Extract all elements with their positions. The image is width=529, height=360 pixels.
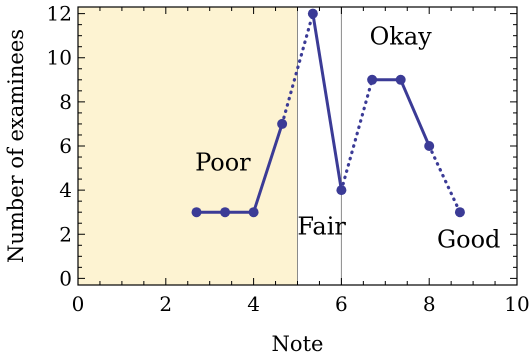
series-segment-8 [427,144,462,214]
x-tick-label-1: 2 [159,292,172,316]
data-point-7 [395,74,406,85]
data-point-5 [336,185,347,196]
data-point-0 [191,207,202,218]
data-point-1 [220,207,231,218]
data-point-8 [424,141,435,151]
y-tick-label-5: 10 [47,46,72,70]
y-axis-label: Number of examinees [4,29,28,263]
series-segment-7 [399,78,431,148]
data-point-3 [277,118,288,129]
series-segment-2 [252,122,284,214]
y-tick-label-4: 8 [59,90,72,114]
data-point-4 [307,8,318,19]
x-tick-label-5: 10 [504,292,529,316]
plot-area: 0 2 4 6 8 10 0 2 4 6 8 10 12 Poor Fair Okay Good [47,2,529,316]
x-tick-label-2: 4 [247,292,260,316]
y-tick-label-2: 4 [59,178,72,202]
x-tick-label-4: 8 [423,292,436,316]
data-point-2 [248,207,259,218]
annotation-poor: Poor [195,148,251,176]
y-tick-label-6: 12 [47,2,72,26]
data-point-6 [367,74,378,85]
annotation-good: Good [437,225,500,253]
x-tick-label-3: 6 [335,292,348,316]
x-tick-label-0: 0 [72,292,85,316]
y-tick-label-3: 6 [59,134,72,158]
series-segment-4 [311,12,343,192]
shaded-region [78,7,298,285]
x-axis-label: Note [272,332,324,356]
series-segment-3 [280,12,315,126]
annotation-okay: Okay [370,23,433,51]
series-segment-5 [339,78,374,192]
annotation-fair: Fair [297,212,346,240]
data-point-9 [454,207,465,218]
y-tick-label-0: 0 [59,266,72,290]
y-tick-label-1: 2 [59,222,72,246]
